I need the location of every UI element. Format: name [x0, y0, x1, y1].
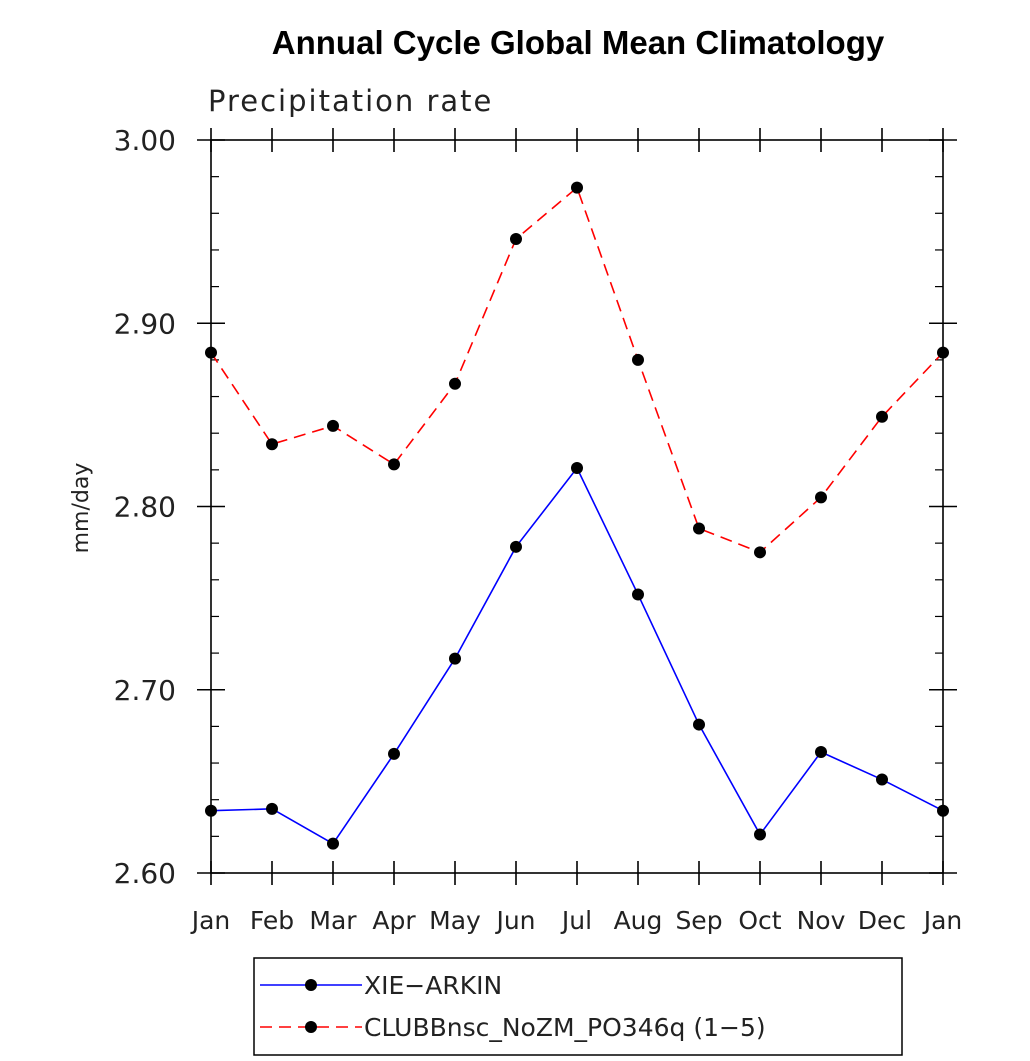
- data-point: [510, 232, 522, 245]
- chart-title: Annual Cycle Global Mean Climatology: [272, 24, 885, 61]
- x-tick-label: Jan: [190, 906, 231, 935]
- x-tick-label: May: [429, 906, 481, 935]
- data-point: [632, 588, 644, 601]
- data-point: [571, 462, 583, 475]
- chart-subtitle: Precipitation rate: [208, 84, 493, 118]
- x-tick-label: Apr: [372, 906, 416, 935]
- x-tick-label: Jan: [922, 906, 963, 935]
- y-axis-label: mm/day: [69, 463, 94, 554]
- data-point: [571, 181, 583, 194]
- data-point: [815, 491, 827, 504]
- data-point: [693, 718, 705, 731]
- data-point: [266, 438, 278, 451]
- data-point: [266, 802, 278, 815]
- x-tick-label: Dec: [858, 906, 906, 935]
- x-tick-label: Aug: [614, 906, 663, 935]
- series-line: [210, 466, 944, 845]
- data-point: [876, 410, 888, 423]
- legend-label: CLUBBnsc_NoZM_PO346q (1−5): [364, 1013, 766, 1042]
- data-point: [449, 652, 461, 665]
- y-tick-label: 2.70: [114, 674, 176, 707]
- data-point: [754, 546, 766, 559]
- x-tick-label: Jun: [494, 906, 535, 935]
- data-point: [876, 773, 888, 786]
- plot-axes: Jan Feb Mar Apr May Jun Jul Aug Sep Oct Nov Dec Jan 2…: [114, 124, 963, 935]
- data-point: [388, 747, 400, 760]
- x-tick-label: Nov: [797, 906, 846, 935]
- data-point: [693, 522, 705, 535]
- data-point: [937, 346, 949, 359]
- legend-marker: [305, 1021, 317, 1033]
- y-tick-label: 3.00: [114, 124, 176, 157]
- legend: XIE−ARKIN CLUBBnsc_NoZM_PO346q (1−5): [253, 957, 903, 1056]
- x-tick-label: Jul: [560, 906, 592, 935]
- series-layer: [205, 181, 949, 850]
- data-point: [632, 353, 644, 366]
- data-point: [510, 540, 522, 553]
- data-point: [937, 804, 949, 817]
- data-point: [449, 377, 461, 390]
- legend-label: XIE−ARKIN: [364, 971, 502, 1000]
- legend-box: [253, 957, 903, 1056]
- data-point: [327, 419, 339, 432]
- y-tick-label: 2.90: [114, 307, 176, 340]
- data-point: [388, 458, 400, 471]
- y-tick-label: 2.80: [114, 491, 176, 524]
- series-line: [210, 186, 944, 554]
- data-point: [327, 837, 339, 850]
- x-tick-label: Mar: [309, 906, 357, 935]
- data-point: [754, 828, 766, 841]
- plot-frame: [210, 139, 944, 874]
- data-point: [205, 804, 217, 817]
- data-point: [815, 746, 827, 759]
- data-point: [205, 346, 217, 359]
- x-tick-label: Oct: [738, 906, 781, 935]
- legend-marker: [305, 979, 317, 991]
- x-tick-label: Sep: [675, 906, 722, 935]
- x-tick-label: Feb: [250, 906, 294, 935]
- y-tick-label: 2.60: [114, 857, 176, 890]
